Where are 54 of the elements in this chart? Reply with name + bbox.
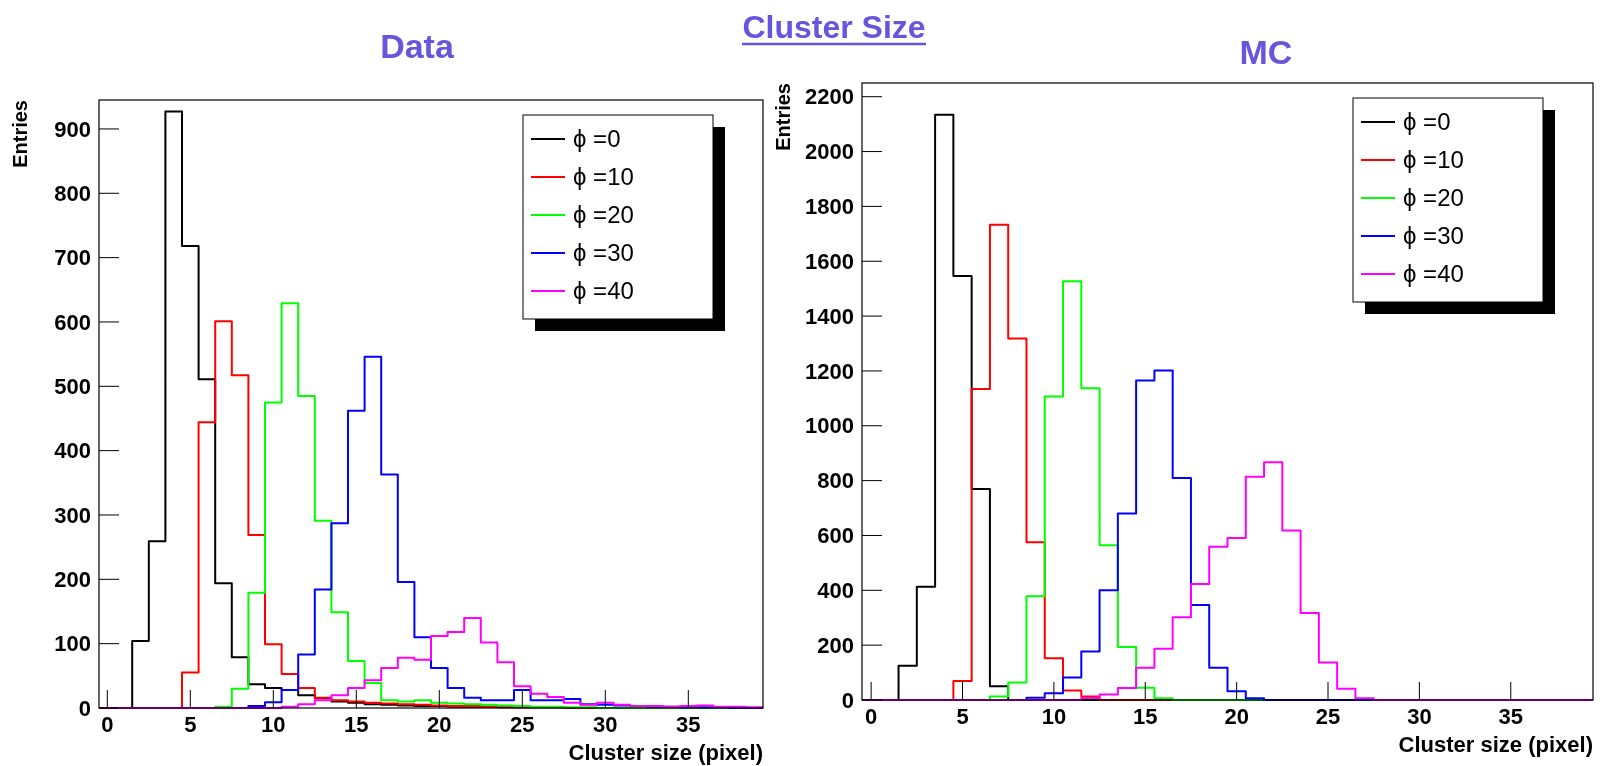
y-tick-label: 900: [54, 116, 91, 142]
legend-label: ϕ =30: [1403, 222, 1464, 250]
chart-title: MC: [1239, 33, 1293, 71]
x-tick-label: 15: [1133, 704, 1158, 729]
y-tick-label: 500: [54, 374, 91, 400]
legend-label: ϕ =40: [1403, 260, 1464, 288]
x-tick-label: 30: [593, 712, 618, 737]
y-axis-title: Entries: [9, 100, 31, 168]
x-tick-label: 0: [865, 704, 878, 729]
x-tick-label: 5: [956, 704, 969, 729]
y-tick-label: 1800: [805, 194, 854, 220]
y-tick-label: 600: [817, 523, 854, 549]
legend-label: ϕ =40: [573, 277, 634, 305]
x-tick-label: 0: [101, 712, 114, 737]
x-tick-label: 35: [676, 712, 701, 737]
y-tick-label: 200: [817, 632, 854, 658]
y-tick-label: 100: [54, 631, 91, 657]
y-tick-label: 400: [817, 578, 854, 604]
x-tick-label: 10: [1041, 704, 1067, 729]
x-axis-title: Cluster size (pixel): [568, 740, 763, 765]
x-tick-label: 30: [1407, 704, 1432, 729]
y-tick-label: 200: [54, 567, 91, 593]
legend-label: ϕ =0: [1403, 108, 1451, 136]
x-tick-label: 25: [1315, 704, 1341, 729]
x-tick-label: 5: [184, 712, 197, 737]
x-tick-label: 35: [1498, 704, 1523, 729]
y-tick-label: 600: [54, 309, 91, 335]
legend-label: ϕ =20: [1403, 184, 1464, 212]
y-tick-label: 1200: [805, 358, 854, 384]
y-tick-label: 300: [54, 502, 91, 528]
legend-label: ϕ =0: [573, 125, 621, 153]
y-tick-label: 800: [817, 468, 854, 494]
legend-label: ϕ =20: [573, 201, 634, 229]
y-tick-label: 0: [841, 687, 854, 713]
x-tick-label: 20: [427, 712, 452, 737]
y-axis-title: Entries: [772, 83, 794, 151]
y-tick-label: 800: [54, 180, 91, 206]
y-tick-label: 400: [54, 438, 91, 464]
x-tick-label: 10: [261, 712, 286, 737]
text: Cluster Size: [742, 9, 926, 45]
chart-title: Data: [380, 27, 455, 65]
y-tick-label: 1600: [805, 248, 854, 274]
y-tick-label: 700: [54, 245, 91, 271]
y-tick-label: 1000: [805, 413, 854, 439]
y-tick-label: 2000: [805, 139, 854, 165]
legend-label: ϕ =10: [1403, 146, 1464, 174]
x-axis-title: Cluster size (pixel): [1398, 732, 1593, 757]
legend-label: ϕ =10: [573, 163, 634, 191]
x-tick-label: 15: [344, 712, 369, 737]
x-tick-label: 25: [510, 712, 535, 737]
y-tick-label: 1400: [805, 303, 854, 329]
legend-label: ϕ =30: [573, 239, 634, 267]
y-tick-label: 2200: [805, 84, 854, 110]
x-tick-label: 20: [1224, 704, 1249, 729]
